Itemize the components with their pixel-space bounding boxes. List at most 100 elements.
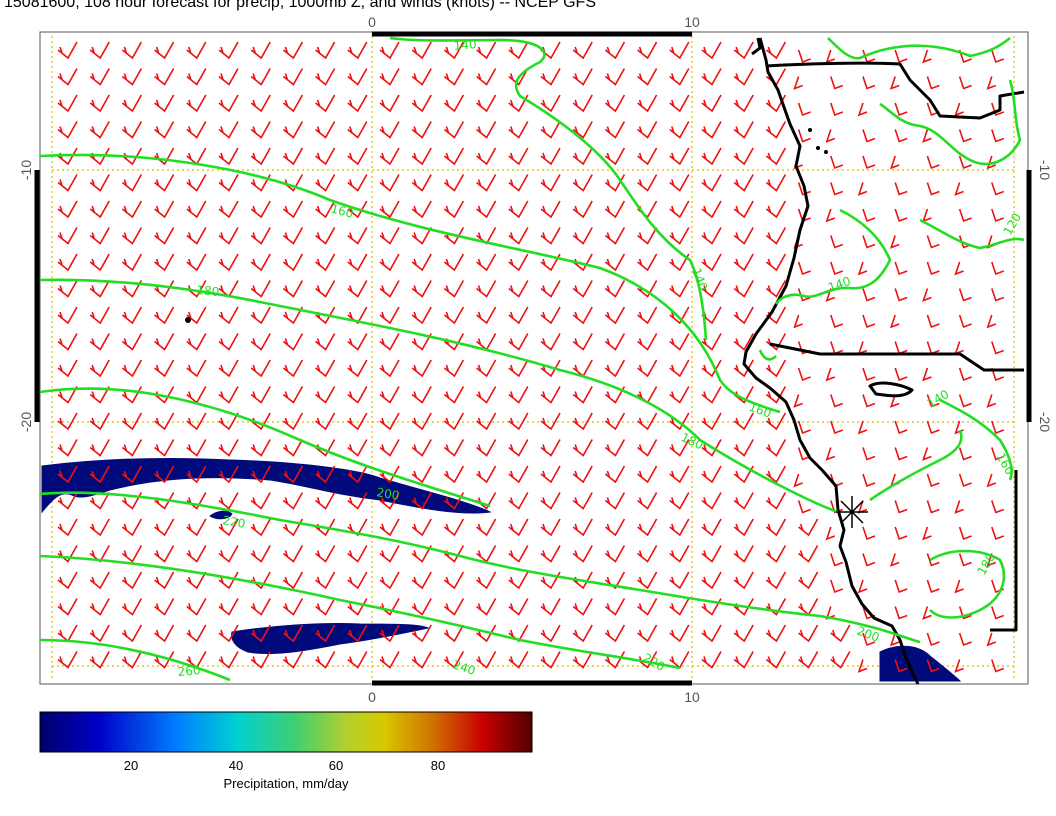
wind-barb <box>991 288 1005 302</box>
wind-barb <box>218 465 239 484</box>
wind-barb <box>218 41 239 60</box>
wind-barb <box>347 545 368 563</box>
wind-barb <box>572 465 593 484</box>
wind-barb <box>830 341 844 355</box>
wind-barb <box>604 280 626 298</box>
wind-barb <box>121 174 143 192</box>
wind-barb <box>411 94 432 113</box>
wind-barb <box>669 94 690 113</box>
wind-barb <box>476 386 497 404</box>
wind-barb <box>862 447 876 461</box>
wind-barb <box>89 41 110 60</box>
wind-barb <box>765 571 787 590</box>
wind-barb <box>508 200 529 219</box>
wind-barb <box>443 280 465 298</box>
wind-barb <box>315 121 336 139</box>
wind-barb <box>57 68 78 86</box>
wind-barb <box>825 208 836 223</box>
wind-barb <box>637 253 658 272</box>
wind-barb <box>347 518 368 537</box>
wind-barb <box>476 651 497 669</box>
wind-barb <box>701 386 722 404</box>
wind-barb <box>862 155 876 170</box>
wind-barb <box>701 280 722 298</box>
wind-barb <box>186 386 207 404</box>
wind-barb <box>121 41 143 60</box>
wind-barb <box>604 359 626 378</box>
wind-barb <box>797 102 811 117</box>
wind-barb <box>89 412 110 431</box>
wind-barb <box>765 147 787 166</box>
wind-barb <box>121 121 143 139</box>
wind-barb <box>89 200 110 219</box>
wind-barb <box>347 147 368 166</box>
wind-barb <box>282 333 304 351</box>
wind-barb <box>508 651 529 669</box>
wind-barb <box>733 465 754 484</box>
wind-barb <box>637 68 658 86</box>
wind-barb <box>154 306 175 325</box>
wind-barb <box>733 359 754 378</box>
wind-barb <box>894 579 908 594</box>
wind-barb <box>572 439 593 457</box>
wind-barb <box>379 545 400 563</box>
wind-barb <box>347 121 368 139</box>
wind-barb <box>508 386 529 404</box>
wind-barb <box>830 235 844 249</box>
wind-barb <box>508 280 529 298</box>
wind-barb <box>218 174 239 192</box>
wind-barb <box>315 624 336 643</box>
wind-barb <box>411 200 432 219</box>
wind-barb <box>218 121 239 139</box>
wind-barb <box>347 306 368 325</box>
wind-barb <box>733 571 754 590</box>
wind-barb <box>986 155 997 170</box>
wind-barb <box>476 518 497 537</box>
wind-barb <box>540 651 561 669</box>
wind-barb <box>798 651 819 669</box>
wind-barb <box>443 147 465 166</box>
wind-barb <box>89 598 110 616</box>
wind-barb <box>765 651 787 669</box>
wind-barb <box>347 41 368 60</box>
wind-barb <box>57 253 78 272</box>
wind-barb <box>798 598 819 616</box>
wind-barb <box>443 94 465 113</box>
wind-barb <box>282 200 304 219</box>
wind-barb <box>476 94 497 113</box>
lat-tick-right-20: -20 <box>1037 412 1053 432</box>
wind-barb <box>540 68 561 86</box>
wind-barb <box>186 545 207 563</box>
wind-barb <box>218 518 239 537</box>
wind-barb <box>889 632 900 647</box>
wind-barb <box>218 439 239 457</box>
islands <box>185 128 828 323</box>
wind-barb <box>604 121 626 139</box>
wind-barb <box>765 412 787 431</box>
wind-barb <box>958 632 972 647</box>
wind-barb <box>411 359 432 378</box>
wind-barb <box>379 200 400 219</box>
wind-barb <box>894 182 908 196</box>
contour-label-200-coast: 200 <box>855 624 881 645</box>
wind-barb <box>89 492 110 510</box>
precipitation-areas <box>41 457 962 682</box>
wind-barb <box>701 227 722 245</box>
wind-barb <box>572 651 593 669</box>
wind-barb <box>604 492 626 510</box>
wind-barb <box>765 518 787 537</box>
wind-barb <box>476 121 497 139</box>
wind-barb <box>701 492 722 510</box>
wind-barb <box>637 41 658 60</box>
contour-label-220-right: 220 <box>641 650 668 674</box>
wind-barb <box>604 253 626 272</box>
wind-barb <box>986 553 997 567</box>
wind-barbs <box>57 41 1005 673</box>
wind-barb <box>347 624 368 643</box>
wind-barb <box>476 545 497 563</box>
wind-barb <box>186 200 207 219</box>
wind-barb <box>443 41 465 60</box>
wind-barb <box>637 121 658 139</box>
contour-label-220-left: 220 <box>221 513 246 531</box>
wind-barb <box>250 253 271 272</box>
